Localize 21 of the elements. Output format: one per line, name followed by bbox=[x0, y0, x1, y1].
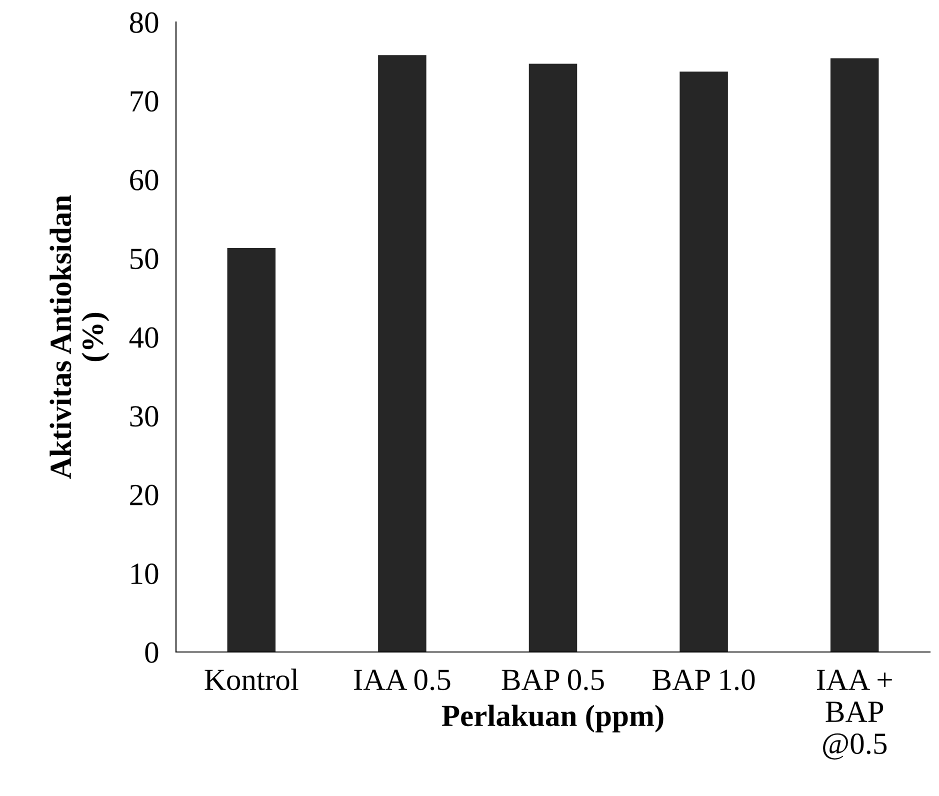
bar bbox=[528, 64, 578, 652]
x-tick-label: IAA + BAP @0.5 bbox=[816, 670, 892, 760]
y-tick-label: 50 bbox=[130, 248, 158, 270]
bar bbox=[680, 72, 728, 652]
y-tick-label: 70 bbox=[130, 91, 158, 112]
x-tick-label: BAP 1.0 bbox=[652, 670, 755, 690]
bar bbox=[830, 58, 879, 652]
y-tick-label: 80 bbox=[130, 12, 158, 33]
y-tick-label: 0 bbox=[145, 642, 158, 663]
x-tick-label: BAP 0.5 bbox=[502, 670, 604, 690]
x-tick-label: IAA 0.5 bbox=[354, 670, 450, 690]
y-axis-title: Aktivitas Antioksidan (%) bbox=[50, 195, 110, 479]
y-tick-label: 40 bbox=[129, 327, 158, 348]
bar bbox=[378, 55, 426, 652]
y-tick-label: 60 bbox=[130, 170, 158, 190]
x-axis-title: Perlakuan (ppm) bbox=[442, 704, 664, 732]
y-tick-label: 20 bbox=[130, 484, 158, 506]
bar bbox=[227, 248, 276, 652]
x-tick-label: Kontrol bbox=[204, 668, 298, 690]
y-tick-label: 10 bbox=[131, 564, 158, 584]
y-tick-label: 30 bbox=[130, 406, 158, 427]
